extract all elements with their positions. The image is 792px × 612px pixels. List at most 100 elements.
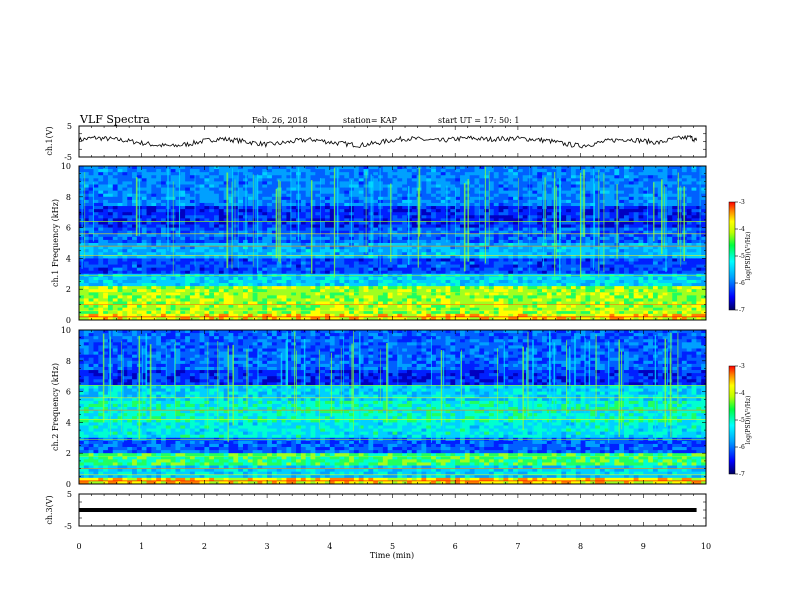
spectrogram-cell: [209, 239, 215, 244]
spectrogram-cell: [561, 233, 567, 238]
spectrogram-cell: [517, 239, 524, 244]
spectrogram-cell: [209, 258, 215, 262]
spectrogram-cell: [189, 184, 196, 188]
spectrogram-cell: [378, 276, 384, 281]
spectrogram-cell: [686, 169, 692, 173]
spectrogram-cell: [189, 264, 196, 269]
spectrogram-cell: [532, 236, 538, 241]
spectrogram-cell: [445, 187, 451, 192]
spectrogram-cell: [204, 283, 210, 287]
spectrogram-cell: [373, 261, 379, 265]
spectrogram-cell: [561, 267, 567, 272]
spectrogram-cell: [218, 243, 225, 247]
spectrogram-cell: [479, 209, 485, 213]
spectrogram-cell: [450, 270, 456, 275]
spectrogram-cell: [686, 243, 692, 247]
spectrogram-cell: [382, 270, 389, 275]
spectrogram-cell: [358, 199, 364, 204]
spectrogram-cell: [672, 166, 678, 170]
spectrogram-cell: [561, 236, 567, 241]
spectrogram-cell: [691, 184, 697, 188]
spectrogram-cell: [233, 279, 239, 284]
spectrogram-cell: [199, 224, 205, 228]
spectrogram-cell: [324, 184, 331, 188]
spectrogram-cell: [416, 249, 422, 253]
spectrogram-cell: [648, 178, 654, 182]
spectrogram-cell: [517, 255, 524, 259]
spectrogram-cell: [522, 169, 528, 173]
spectrogram-cell: [435, 187, 442, 192]
spectrogram-cell: [416, 261, 422, 265]
spectrogram-cell: [300, 212, 307, 216]
spectrogram-cell: [595, 258, 601, 262]
spectrogram-cell: [566, 224, 572, 228]
spectrogram-cell: [648, 276, 654, 281]
spectrogram-cell: [141, 206, 147, 210]
spectrogram-cell: [373, 187, 379, 192]
spectrogram-cell: [83, 221, 90, 225]
spectrogram-cell: [228, 267, 234, 272]
spectrogram-cell: [103, 239, 109, 244]
spectrogram-cell: [310, 175, 316, 179]
spectrogram-cell: [185, 255, 191, 259]
spectrogram-cell: [672, 239, 678, 244]
spectrogram-cell: [445, 215, 451, 219]
spectrogram-cell: [619, 172, 625, 176]
spectrogram-cell: [561, 178, 567, 182]
spectrogram-cell: [252, 249, 258, 253]
spectrogram-cell: [175, 169, 181, 173]
spectrogram-cell: [160, 236, 167, 241]
spectrogram-cell: [638, 169, 644, 173]
spectrogram-cell: [508, 224, 514, 228]
spectrogram-cell: [686, 233, 692, 238]
spectrogram-cell: [498, 178, 504, 182]
spectrogram-cell: [402, 196, 408, 201]
spectrogram-cell: [185, 279, 191, 284]
spectrogram-cell: [344, 181, 350, 185]
spectrogram-cell: [296, 246, 302, 250]
spectrogram-cell: [136, 243, 143, 247]
spectrogram-cell: [585, 212, 591, 216]
spectrogram-cell: [175, 221, 181, 225]
spectrogram-cell: [450, 230, 456, 235]
spectrogram-cell: [628, 218, 635, 222]
spectrogram-cell: [310, 218, 316, 222]
spectrogram-cell: [271, 199, 278, 204]
spectrogram-cell: [460, 196, 466, 201]
spectrogram-cell: [614, 181, 620, 185]
spectrogram-cell: [604, 279, 610, 284]
spectrogram-cell: [136, 276, 143, 281]
spectrogram-cell: [570, 199, 577, 204]
spectrogram-cell: [218, 190, 225, 195]
spectrogram-cell: [122, 196, 128, 201]
spectrogram-cell: [397, 239, 403, 244]
spectrogram-cell: [194, 261, 200, 265]
spectrogram-cell: [570, 270, 577, 275]
spectrogram-cell: [132, 255, 138, 259]
spectrogram-cell: [324, 166, 331, 170]
spectrogram-cell: [180, 246, 186, 250]
spectrogram-cell: [406, 270, 413, 275]
spectrogram-cell: [513, 252, 519, 256]
spectrogram-cell: [542, 172, 548, 176]
spectrogram-cell: [185, 206, 191, 210]
spectrogram-cell: [455, 178, 461, 182]
spectrogram-cell: [310, 196, 316, 201]
spectrogram-cell: [160, 239, 167, 244]
spectrogram-cell: [561, 190, 567, 195]
spectrogram-cell: [672, 187, 678, 192]
spectrogram-cell: [566, 215, 572, 219]
spectrogram-cell: [570, 172, 577, 176]
spectrogram-cell: [406, 221, 413, 225]
spectrogram-cell: [532, 279, 538, 284]
spectrogram-cell: [286, 202, 292, 207]
spectrogram-cell: [411, 172, 418, 176]
spectrogram-cell: [262, 252, 268, 256]
spectrogram-cell: [141, 187, 147, 192]
spectrogram-cell: [537, 184, 543, 188]
spectrogram-cell: [281, 172, 287, 176]
spectrogram-cell: [315, 276, 321, 281]
spectrogram-cell: [686, 181, 692, 185]
spectrogram-cell: [310, 249, 316, 253]
spectrogram-cell: [614, 258, 620, 262]
